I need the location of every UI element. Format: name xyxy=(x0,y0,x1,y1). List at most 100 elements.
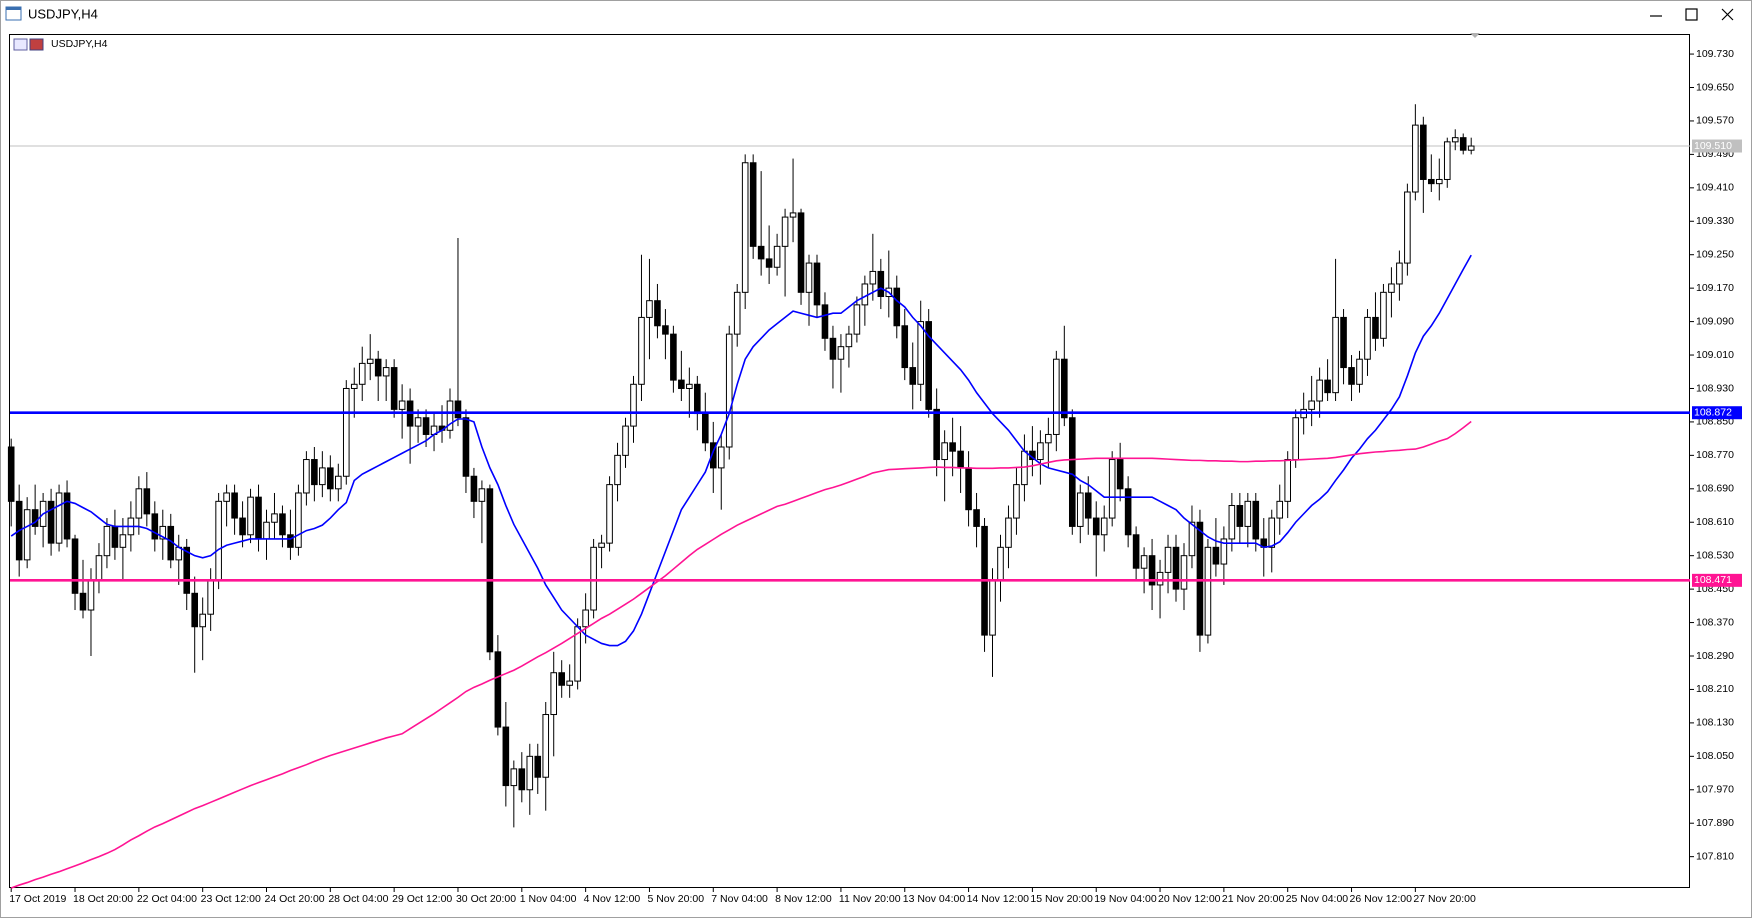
candle-body xyxy=(7,446,15,502)
candle-body xyxy=(454,400,462,419)
y-tick-label: 109.090 xyxy=(1696,315,1734,327)
plot: 107.810 107.890 107.970 108.050 108.130 108.2… xyxy=(7,48,1742,905)
candle-body xyxy=(678,379,685,389)
candle-body xyxy=(462,417,470,477)
candle-body xyxy=(1292,417,1299,461)
candle-body xyxy=(1459,137,1467,151)
candle-body xyxy=(733,291,741,335)
x-tick-label: 1 Nov 04:00 xyxy=(520,893,577,905)
candle-body xyxy=(1284,459,1292,502)
y-tick-label: 109.170 xyxy=(1696,282,1734,294)
candle-body xyxy=(71,538,79,594)
candle-body xyxy=(183,546,191,594)
candle-body xyxy=(374,358,382,377)
candle-body xyxy=(813,262,821,306)
candle-body xyxy=(638,316,645,385)
candle-body xyxy=(1204,546,1212,636)
candle-body xyxy=(598,542,605,548)
candle-body xyxy=(1396,262,1403,285)
candle-body xyxy=(1013,484,1020,519)
x-tick-label: 7 Nov 04:00 xyxy=(711,893,768,905)
candle-body xyxy=(773,245,781,268)
candle-body xyxy=(1108,459,1116,519)
x-tick-label: 25 Nov 04:00 xyxy=(1286,893,1349,905)
x-tick-label: 29 Oct 12:00 xyxy=(392,893,452,905)
y-tick-label: 108.610 xyxy=(1696,516,1734,528)
candle-body xyxy=(877,270,885,298)
level-label: 108.471 xyxy=(1694,574,1732,586)
candle-body xyxy=(1467,145,1475,151)
candle-body xyxy=(582,609,589,628)
candle-body xyxy=(223,492,230,502)
candle-body xyxy=(1092,517,1100,536)
candle-body xyxy=(1324,379,1331,394)
candle-body xyxy=(614,454,621,486)
shift-marker xyxy=(1470,33,1480,38)
y-tick-label: 108.530 xyxy=(1696,549,1734,561)
plot-frame xyxy=(9,34,1690,888)
candle-body xyxy=(1148,555,1156,586)
candle-body xyxy=(263,521,270,540)
candle-body xyxy=(279,513,286,536)
candle-body xyxy=(1188,521,1196,557)
y-tick-label: 107.810 xyxy=(1696,850,1734,862)
candle-body xyxy=(1132,534,1140,569)
candle-body xyxy=(231,492,238,519)
last-price-box xyxy=(1692,139,1742,153)
candle-body xyxy=(247,496,254,536)
x-tick-label: 15 Nov 20:00 xyxy=(1030,893,1093,905)
candle-body xyxy=(558,672,565,686)
maximize-button[interactable] xyxy=(1685,8,1698,21)
moving-average-line xyxy=(10,420,1472,889)
candle-body xyxy=(1372,316,1379,339)
candle-body xyxy=(422,417,430,435)
candle-body xyxy=(941,442,948,461)
window-icon-bar xyxy=(6,7,21,10)
candle-body xyxy=(1220,538,1228,565)
candle-body xyxy=(781,216,789,247)
candle-body xyxy=(709,442,717,469)
x-tick-label: 26 Nov 12:00 xyxy=(1350,893,1413,905)
candle-body xyxy=(1053,358,1060,435)
close-button[interactable] xyxy=(1721,8,1734,21)
candle-body xyxy=(1164,546,1172,573)
x-tick-label: 5 Nov 20:00 xyxy=(647,893,704,905)
candle-body xyxy=(965,467,972,511)
candle-body xyxy=(510,768,518,787)
candle-body xyxy=(662,325,669,335)
x-tick-label: 19 Nov 04:00 xyxy=(1094,893,1157,905)
x-tick-label: 22 Oct 04:00 xyxy=(137,893,197,905)
y-tick-label: 108.930 xyxy=(1696,382,1734,394)
candle-body xyxy=(1156,571,1164,586)
candle-body xyxy=(654,300,661,327)
candle-body xyxy=(869,270,877,285)
candle-body xyxy=(199,613,206,628)
candle-body xyxy=(694,383,701,415)
x-tick-label: 23 Oct 12:00 xyxy=(201,893,261,905)
candle-body xyxy=(1124,488,1132,536)
candle-body xyxy=(271,513,278,523)
candle-body xyxy=(342,387,350,477)
candle-body xyxy=(925,321,932,410)
candle-body xyxy=(215,500,222,582)
candle-body xyxy=(1252,500,1260,540)
level-box xyxy=(1692,573,1742,587)
candle-body xyxy=(319,467,326,486)
candle-body xyxy=(1037,442,1044,461)
y-tick-label: 107.890 xyxy=(1696,817,1734,829)
candle-body xyxy=(1356,358,1363,385)
candle-body xyxy=(1348,367,1355,385)
candle-body xyxy=(1268,517,1276,548)
candle-body xyxy=(805,262,813,293)
candle-body xyxy=(1308,400,1315,410)
candle-body xyxy=(470,475,478,502)
moving-average-line xyxy=(10,254,1472,647)
candle-body xyxy=(646,300,653,318)
candle-body xyxy=(502,726,510,787)
candle-body xyxy=(143,488,151,515)
candle-body xyxy=(821,304,829,339)
candle-body xyxy=(789,212,797,218)
candle-body xyxy=(1420,124,1427,180)
window-title: USDJPY,H4 xyxy=(28,6,98,21)
candle-body xyxy=(757,245,765,260)
